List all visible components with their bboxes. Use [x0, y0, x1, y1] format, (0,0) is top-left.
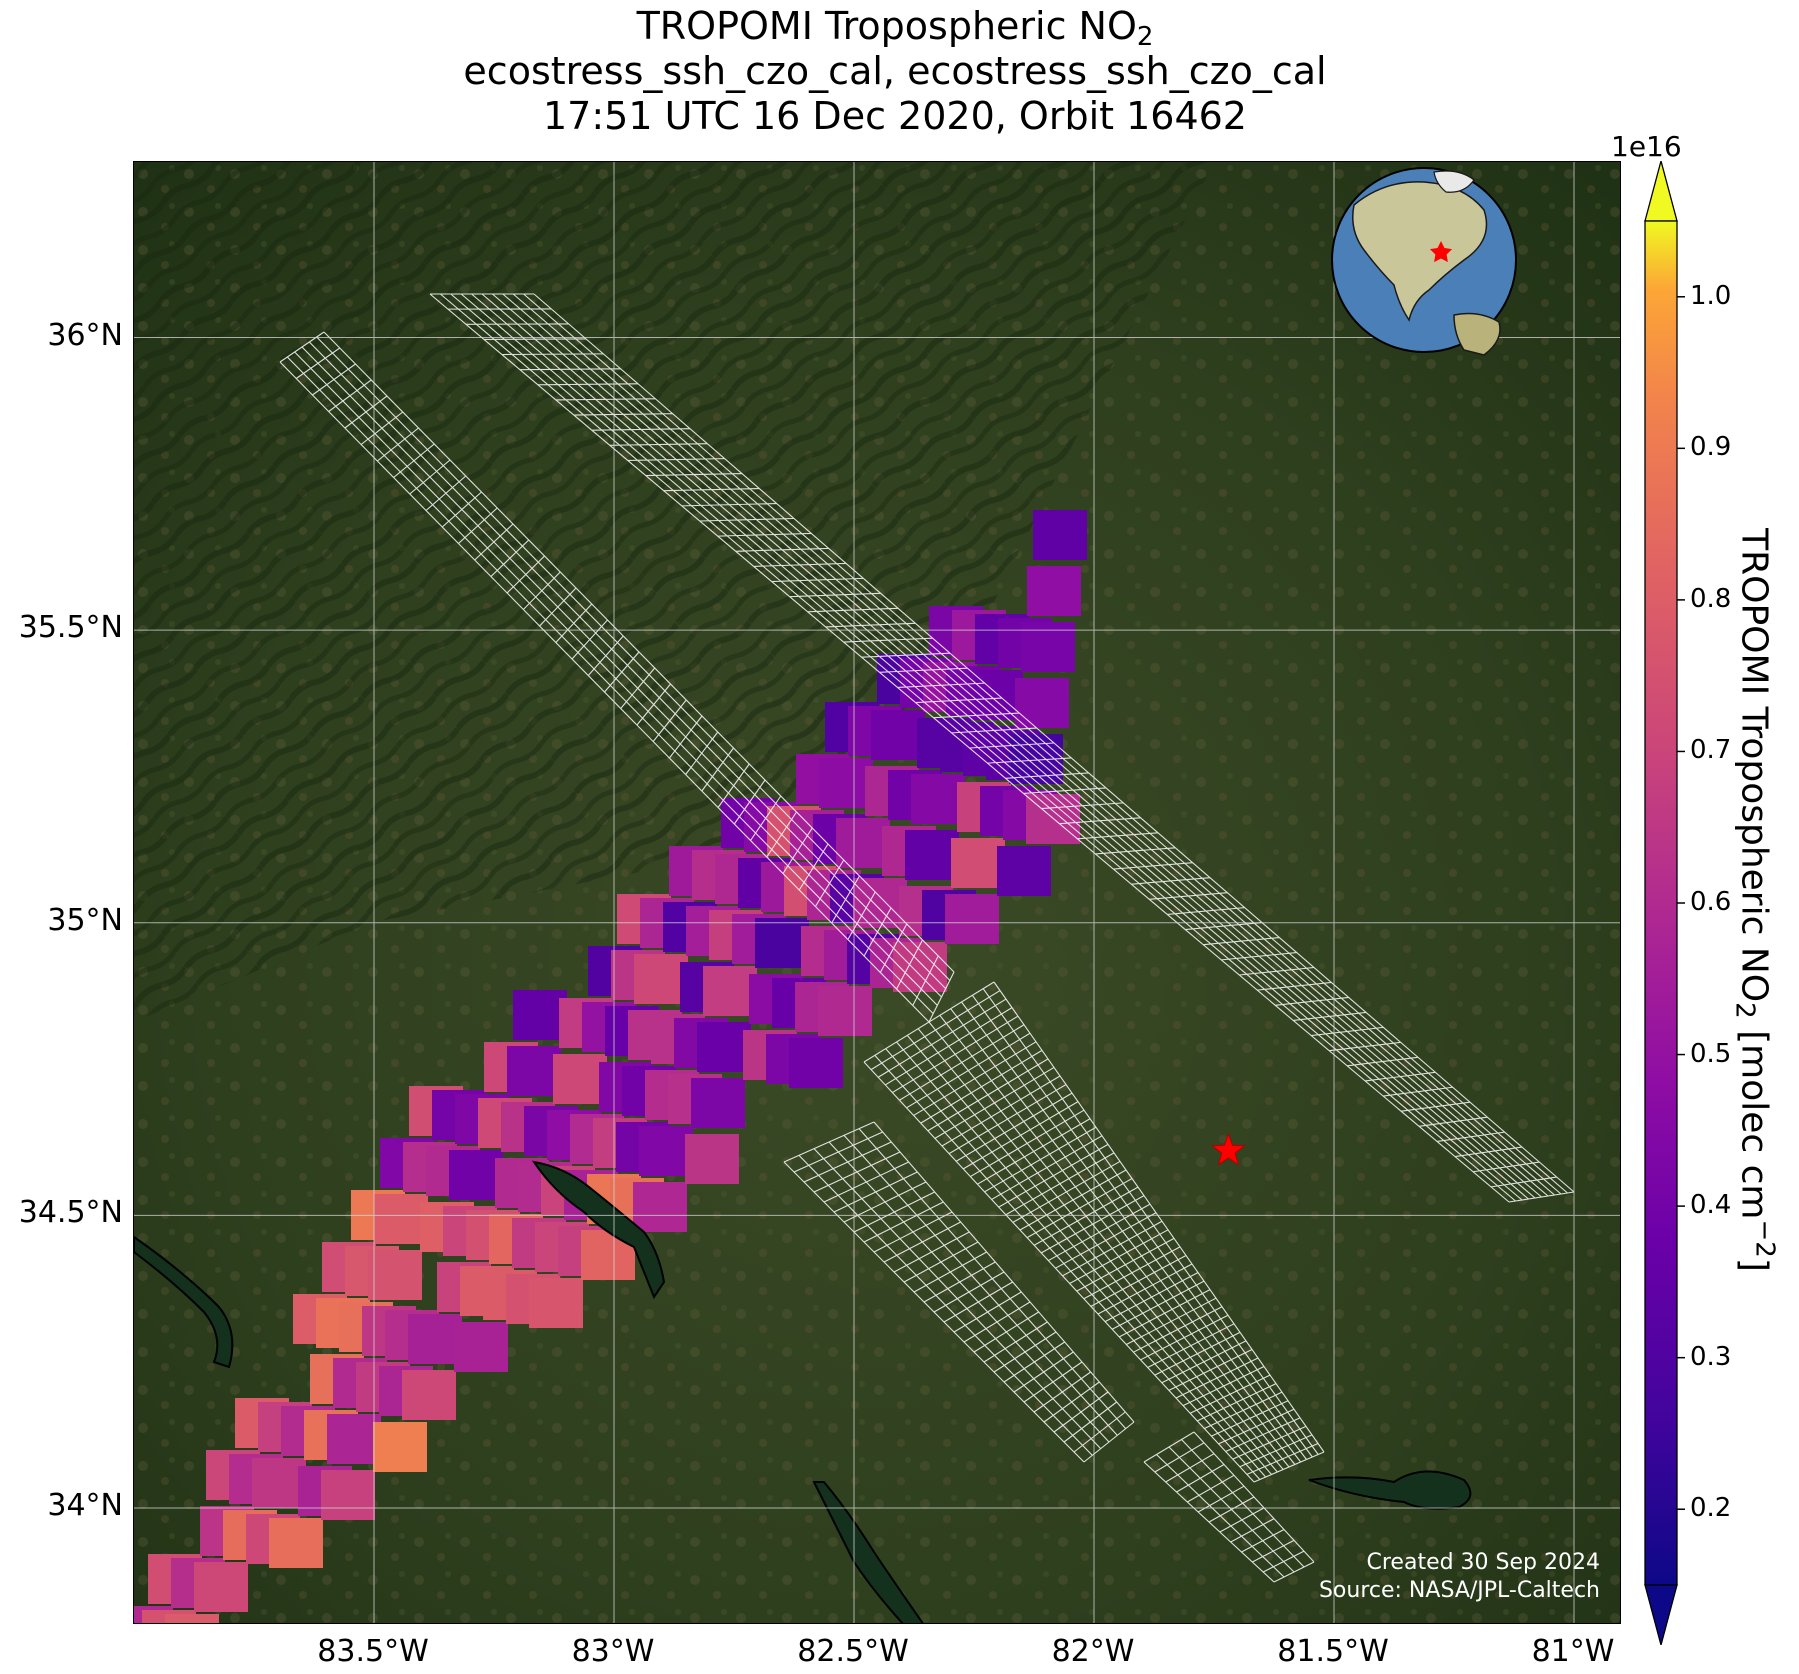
river-southwest	[134, 1235, 234, 1369]
globe-south-america	[1453, 312, 1501, 356]
no2-pixel	[789, 1038, 843, 1088]
lat-tick-label: 34°N	[47, 1487, 123, 1523]
no2-pixel	[327, 1414, 381, 1464]
no2-pixel	[945, 894, 999, 944]
lon-tick-label: 83°W	[571, 1634, 655, 1669]
no2-pixel	[454, 1322, 508, 1372]
no2-pixel	[553, 1054, 607, 1104]
colorbar-tick-label: 1.0	[1690, 280, 1732, 311]
no2-pixel	[1027, 566, 1081, 616]
site-star-marker	[1210, 1132, 1246, 1166]
no2-pixel	[969, 670, 1023, 720]
colorbar-tick-label: 0.2	[1690, 1493, 1732, 1524]
no2-pixel	[374, 1194, 428, 1244]
no2-pixel	[165, 1614, 219, 1623]
no2-pixel	[321, 1470, 375, 1520]
no2-pixel	[911, 774, 965, 824]
no2-pixel	[951, 838, 1005, 888]
lon-tick-label: 82.5°W	[797, 1634, 909, 1669]
no2-pixel	[402, 1370, 456, 1420]
colorbar-tick-label: 0.5	[1690, 1038, 1732, 1069]
lon-tick-label: 81°W	[1531, 1634, 1615, 1669]
figure-title: TROPOMI Tropospheric NO2 ecostress_ssh_c…	[0, 4, 1790, 139]
map-canvas	[134, 162, 1620, 1623]
no2-pixel	[529, 1278, 583, 1328]
no2-pixel	[1033, 510, 1087, 560]
no2-pixel	[634, 954, 688, 1004]
credits-created: Created 30 Sep 2024	[1366, 1550, 1601, 1575]
no2-pixel	[997, 846, 1051, 896]
credits-text: Created 30 Sep 2024 Source: NASA/JPL-Cal…	[1319, 1549, 1600, 1605]
lat-tick-label: 34.5°N	[18, 1195, 123, 1231]
lat-tick-label: 35.5°N	[18, 610, 123, 646]
no2-pixel	[408, 1314, 462, 1364]
inset-globe	[1331, 167, 1517, 356]
swath-south	[783, 1121, 1135, 1463]
colorbar-extend-min	[1644, 1584, 1678, 1645]
no2-pixel	[1021, 622, 1075, 672]
globe-greenland	[1433, 170, 1475, 193]
globe-marker-star	[1429, 241, 1453, 263]
no2-pixel	[633, 1182, 687, 1232]
lon-tick-label: 83.5°W	[317, 1634, 429, 1669]
no2-pixel	[507, 1046, 561, 1096]
colorbar-tick-label: 0.7	[1690, 735, 1732, 766]
colorbar-tick-label: 0.9	[1690, 432, 1732, 463]
no2-pixel	[513, 990, 567, 1040]
no2-pixel	[269, 1518, 323, 1568]
colorbar-multiplier: 1e16	[1611, 130, 1682, 163]
no2-pixel	[703, 966, 757, 1016]
no2-pixel	[449, 1150, 503, 1200]
no2-pixel	[697, 1022, 751, 1072]
lat-tick-label: 35°N	[47, 902, 123, 938]
title-line-1: TROPOMI Tropospheric NO2	[636, 4, 1154, 52]
river-south	[812, 1481, 924, 1623]
no2-pixel	[836, 818, 890, 868]
no2-pixel	[871, 710, 925, 760]
no2-pixel	[818, 986, 872, 1036]
no2-pixel	[755, 918, 809, 968]
title-line-3: 17:51 UTC 16 Dec 2020, Orbit 16462	[543, 94, 1247, 138]
river-lake-west	[531, 1160, 666, 1300]
ecostress-swath-layer	[279, 293, 1575, 1583]
lake-east	[1308, 1470, 1472, 1510]
no2-pixel	[252, 1458, 306, 1508]
lat-tick-label: 36°N	[47, 317, 123, 353]
colorbar-tick-label: 0.6	[1690, 887, 1732, 917]
colorbar-extend-max	[1644, 161, 1678, 222]
map-panel[interactable]: Created 30 Sep 2024 Source: NASA/JPL-Cal…	[133, 161, 1621, 1624]
gridlines	[134, 162, 1620, 1623]
water-bodies	[134, 1160, 1472, 1623]
colorbar-body	[1644, 220, 1678, 1586]
title-line-2: ecostress_ssh_czo_cal, ecostress_ssh_czo…	[463, 49, 1327, 93]
colorbar-label: TROPOMI Tropospheric NO2 [molec cm−2]	[1729, 528, 1780, 1272]
no2-pixel	[819, 758, 873, 808]
swath-north	[429, 293, 1575, 1203]
mountain-region	[134, 162, 1214, 1022]
no2-pixel	[368, 1250, 422, 1300]
no2-pixel	[691, 1078, 745, 1128]
no2-pixel	[194, 1562, 248, 1612]
no2-pixel	[1015, 678, 1069, 728]
credits-source: Source: NASA/JPL-Caltech	[1318, 1578, 1600, 1603]
colorbar	[1644, 161, 1685, 1645]
swath-central	[863, 981, 1325, 1483]
colorbar-tick-label: 0.3	[1690, 1341, 1732, 1372]
lon-tick-label: 82°W	[1051, 1634, 1135, 1669]
colorbar-tick-label: 0.8	[1690, 583, 1732, 614]
no2-pixel	[639, 1126, 693, 1176]
no2-pixel	[905, 830, 959, 880]
no2-pixel	[685, 1134, 739, 1184]
colorbar-tick-label: 0.4	[1690, 1190, 1732, 1221]
lon-tick-label: 81.5°W	[1277, 1634, 1389, 1669]
no2-pixel	[373, 1422, 427, 1472]
swath-west	[279, 331, 955, 1023]
